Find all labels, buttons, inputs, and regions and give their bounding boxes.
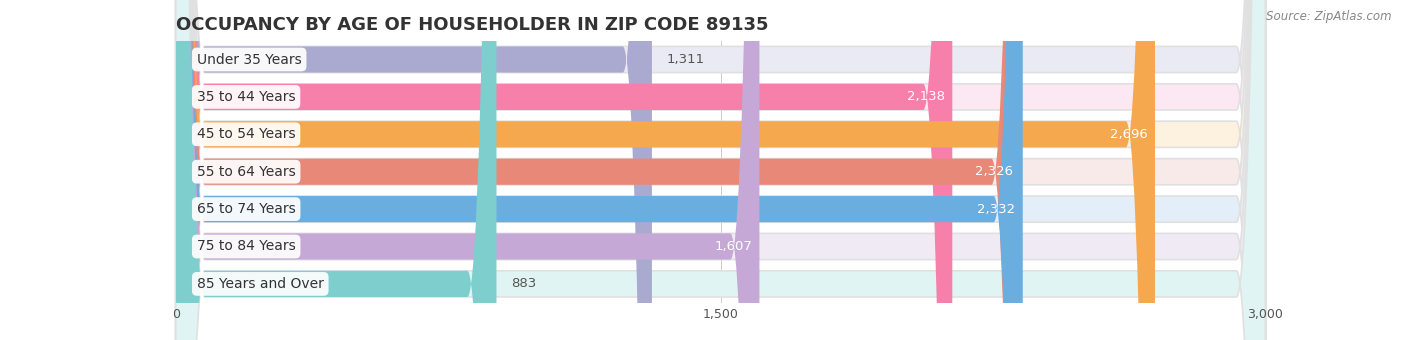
FancyBboxPatch shape <box>176 0 1265 340</box>
Text: Source: ZipAtlas.com: Source: ZipAtlas.com <box>1267 10 1392 23</box>
Text: 65 to 74 Years: 65 to 74 Years <box>197 202 295 216</box>
FancyBboxPatch shape <box>176 0 1022 340</box>
Text: 55 to 64 Years: 55 to 64 Years <box>197 165 295 179</box>
FancyBboxPatch shape <box>176 0 952 340</box>
Text: 2,326: 2,326 <box>976 165 1014 178</box>
FancyBboxPatch shape <box>176 0 759 340</box>
FancyBboxPatch shape <box>176 0 1021 340</box>
Text: 2,138: 2,138 <box>907 90 945 103</box>
Text: 2,332: 2,332 <box>977 203 1015 216</box>
FancyBboxPatch shape <box>176 0 1265 340</box>
Text: 1,311: 1,311 <box>666 53 704 66</box>
FancyBboxPatch shape <box>176 0 1154 340</box>
Text: Under 35 Years: Under 35 Years <box>197 52 301 67</box>
Text: 75 to 84 Years: 75 to 84 Years <box>197 239 295 254</box>
Text: 2,696: 2,696 <box>1109 128 1147 141</box>
Text: 45 to 54 Years: 45 to 54 Years <box>197 127 295 141</box>
FancyBboxPatch shape <box>176 0 1265 340</box>
Text: 35 to 44 Years: 35 to 44 Years <box>197 90 295 104</box>
Text: 85 Years and Over: 85 Years and Over <box>197 277 323 291</box>
FancyBboxPatch shape <box>176 0 496 340</box>
FancyBboxPatch shape <box>176 0 1265 340</box>
FancyBboxPatch shape <box>176 0 1265 340</box>
Text: 883: 883 <box>510 277 536 290</box>
FancyBboxPatch shape <box>176 0 1265 340</box>
FancyBboxPatch shape <box>176 0 1265 340</box>
Text: OCCUPANCY BY AGE OF HOUSEHOLDER IN ZIP CODE 89135: OCCUPANCY BY AGE OF HOUSEHOLDER IN ZIP C… <box>176 16 768 34</box>
FancyBboxPatch shape <box>176 0 652 340</box>
Text: 1,607: 1,607 <box>714 240 752 253</box>
